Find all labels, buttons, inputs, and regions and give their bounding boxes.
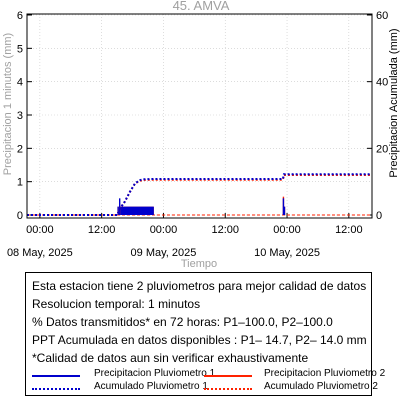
y-right-tick-label: 40 [376,77,388,89]
y-axis-left-label: Precipitacion 1 minutos (mm) [2,33,14,175]
info-line-resolution: Resolucion temporal: 1 minutos [32,297,201,311]
series-layer [27,173,372,216]
chart-title: 45. AMVA [173,0,230,13]
legend-label-a1: Acumulado Pluviometro 1 [94,381,208,392]
info-line-quality: *Calidad de datos aun sin verificar exha… [32,351,309,365]
x-tick-label: 00:00 [26,224,54,236]
y-left-tick-label: 1 [17,177,23,189]
x-tick-label: 12:00 [335,224,363,236]
legend-label-a2: Acumulado Pluviometro 2 [264,381,378,392]
legend-swatch-a2 [204,388,252,390]
x-tick-label: 00:00 [273,224,301,236]
legend-swatch-a1 [32,388,80,390]
y-left-tick-label: 3 [17,110,23,122]
x-tick-label: 12:00 [88,224,116,236]
info-line-accumulated: PPT Acumulada en datos disponibles : P1–… [32,333,367,347]
legend-swatch-p1 [32,375,80,377]
y-left-tick-label: 4 [17,77,23,89]
legend-label-p1: Precipitacion Pluviometro 1 [94,368,216,379]
y-left-tick-label: 5 [17,43,23,55]
y-right-tick-label: 20 [376,143,388,155]
legend-label-p2: Precipitacion Pluviometro 2 [264,368,386,379]
x-tick-date-label: 08 May, 2025 [7,247,73,259]
plot-frame [26,13,373,219]
accumulated-line-1 [27,173,372,216]
x-tick-label: 12:00 [211,224,239,236]
info-line-stations: Esta estacion tiene 2 pluviometros para … [32,279,367,293]
legend-swatch-p2 [204,375,252,377]
x-tick-label: 00:00 [150,224,178,236]
y-right-tick-label: 60 [376,10,388,22]
y-axis-right-ticks: 0 20 40 60 [367,10,388,222]
y-left-tick-label: 0 [17,210,23,222]
x-tick-date-label: 09 May, 2025 [131,247,197,259]
y-left-tick-label: 2 [17,143,23,155]
x-axis-ticks: 00:00 08 May, 2025 12:00 00:00 09 May, 2025 1… [7,213,363,259]
y-axis-right-label: Precipitacion Acumulada (mm) [388,28,400,177]
x-tick-date-label: 10 May, 2025 [254,247,320,259]
grid-lines [27,14,372,218]
y-left-tick-label: 6 [17,10,23,22]
x-axis-label: Tiempo [181,258,217,270]
info-box: Esta estacion tiene 2 pluviometros para … [25,272,385,396]
precipitation-chart: 45. AMVA Precipitacion 1 minutos (mm) Pr… [2,0,400,270]
y-right-tick-label: 0 [376,210,382,222]
y-axis-left-ticks: 0 1 2 3 4 5 6 [17,10,32,222]
accumulated-line-2 [27,174,372,216]
info-line-transmitted: % Datos transmitidos* en 72 horas: P1–10… [32,315,333,329]
